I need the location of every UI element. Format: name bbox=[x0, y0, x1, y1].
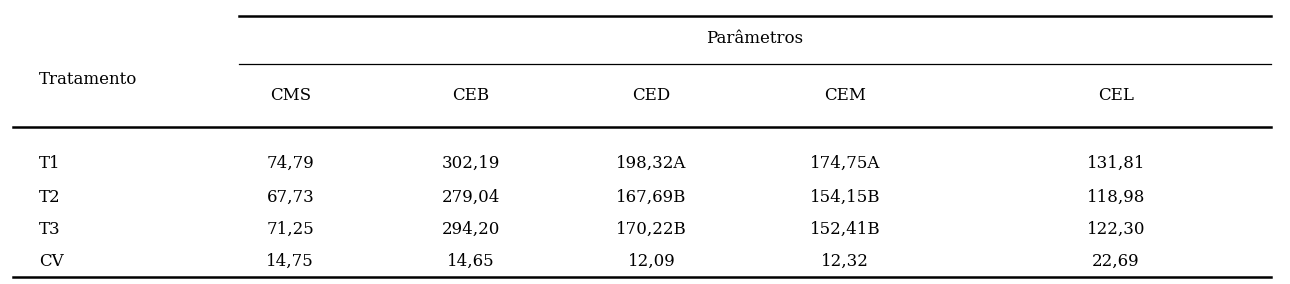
Text: 14,75: 14,75 bbox=[266, 253, 315, 270]
Text: 74,79: 74,79 bbox=[266, 155, 315, 172]
Text: 71,25: 71,25 bbox=[266, 221, 315, 238]
Text: T3: T3 bbox=[39, 221, 61, 238]
Text: 154,15B: 154,15B bbox=[810, 189, 880, 206]
Text: T1: T1 bbox=[39, 155, 61, 172]
Text: CMS: CMS bbox=[270, 87, 311, 104]
Text: 22,69: 22,69 bbox=[1093, 253, 1139, 270]
Text: CEB: CEB bbox=[453, 87, 489, 104]
Text: CED: CED bbox=[632, 87, 671, 104]
Text: 152,41B: 152,41B bbox=[810, 221, 880, 238]
Text: 170,22B: 170,22B bbox=[617, 221, 686, 238]
Text: CV: CV bbox=[39, 253, 63, 270]
Text: 14,65: 14,65 bbox=[448, 253, 494, 270]
Text: T2: T2 bbox=[39, 189, 61, 206]
Text: 12,32: 12,32 bbox=[820, 253, 869, 270]
Text: 12,09: 12,09 bbox=[627, 253, 676, 270]
Text: Tratamento: Tratamento bbox=[39, 71, 137, 88]
Text: CEM: CEM bbox=[824, 87, 866, 104]
Text: 67,73: 67,73 bbox=[266, 189, 315, 206]
Text: 118,98: 118,98 bbox=[1086, 189, 1146, 206]
Text: 122,30: 122,30 bbox=[1086, 221, 1146, 238]
Text: 198,32A: 198,32A bbox=[617, 155, 686, 172]
Text: 174,75A: 174,75A bbox=[810, 155, 880, 172]
Text: CEL: CEL bbox=[1098, 87, 1134, 104]
Text: 294,20: 294,20 bbox=[441, 221, 501, 238]
Text: 167,69B: 167,69B bbox=[617, 189, 686, 206]
Text: 279,04: 279,04 bbox=[441, 189, 501, 206]
Text: Parâmetros: Parâmetros bbox=[706, 30, 804, 47]
Text: 131,81: 131,81 bbox=[1086, 155, 1146, 172]
Text: 302,19: 302,19 bbox=[441, 155, 501, 172]
